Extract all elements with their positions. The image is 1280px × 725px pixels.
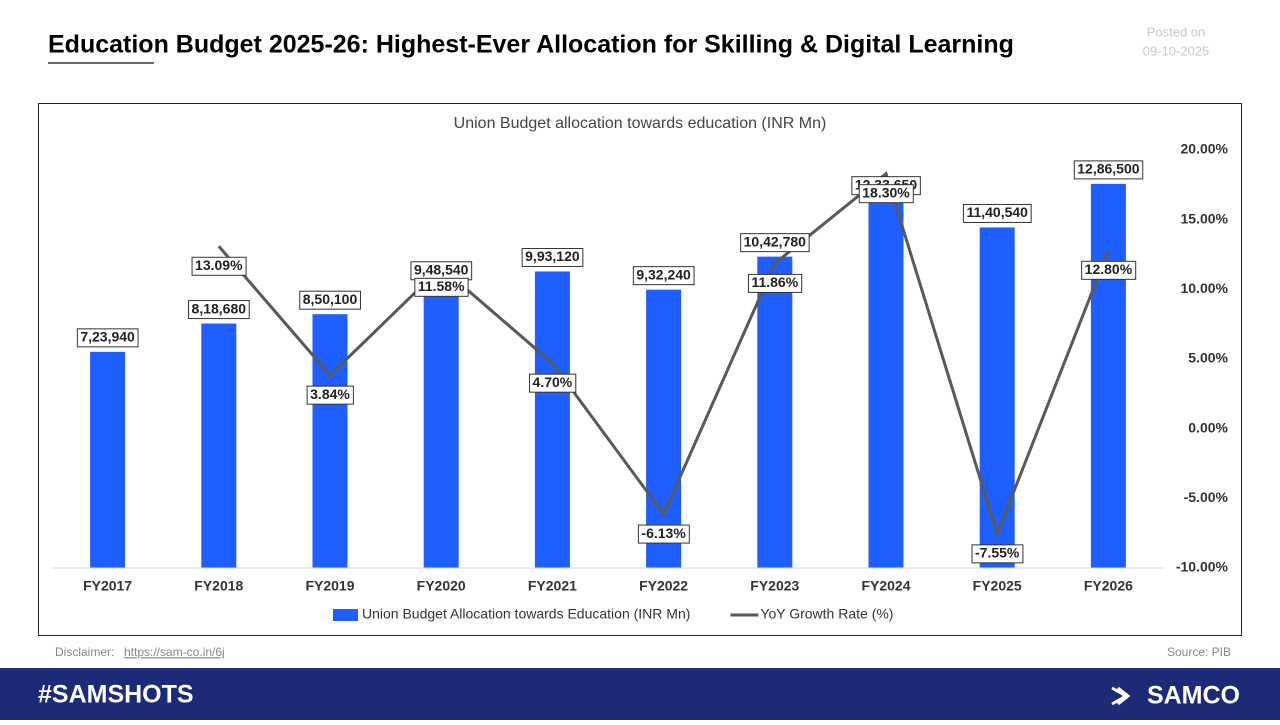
y2-tick-label: 20.00%: [1181, 141, 1229, 157]
line-value-label-box: [971, 544, 1024, 564]
bar: [201, 323, 237, 568]
bar-value-label-group: 9,32,240: [632, 266, 695, 286]
y2-tick-label: 5.00%: [1188, 350, 1228, 366]
x-tick-label: FY2024: [861, 578, 910, 594]
x-tick-label: FY2021: [528, 578, 577, 594]
line-value-label-box: [529, 373, 577, 393]
line-value-label: 13.09%: [195, 257, 243, 273]
y2-tick-label: 15.00%: [1181, 210, 1229, 226]
page-title: Education Budget 2025-26: Highest-Ever A…: [48, 31, 1014, 59]
source: Source: PIB: [1167, 645, 1231, 659]
line-value-label: 18.30%: [862, 184, 910, 200]
bar-value-label-group: 10,42,780: [740, 233, 810, 253]
line-value-label: -6.13%: [641, 525, 686, 541]
line-value-label: 4.70%: [533, 374, 573, 390]
bar-value-label: 10,42,780: [744, 233, 806, 249]
x-tick-label: FY2017: [83, 578, 132, 594]
chart-title: Union Budget allocation towards educatio…: [454, 115, 827, 132]
bar-value-label: 11,40,540: [966, 204, 1028, 220]
bar-value-label-group: 8,50,100: [299, 290, 361, 310]
legend-swatch: [333, 609, 358, 621]
hashtag: #SAMSHOTS: [38, 681, 194, 709]
line-value-label-group: 11.58%: [414, 277, 469, 297]
bar: [979, 227, 1015, 568]
bar-value-label-box: [299, 290, 361, 310]
line-value-label-group: 18.30%: [858, 184, 914, 204]
chart-frame: [38, 103, 1242, 636]
plot: 20.00% 15.00% 10.00% 5.00% 0.00% -5.00% -10.00…: [52, 141, 1229, 622]
y2-tick-label: -5.00%: [1184, 489, 1229, 505]
y2-tick-label: 10.00%: [1181, 280, 1229, 296]
line-value-label-box: [637, 524, 690, 544]
line-value-label: 11.86%: [751, 274, 798, 290]
bar: [423, 284, 459, 568]
brand-logo: [1111, 686, 1131, 706]
legend-label: Union Budget Allocation towards Educatio…: [362, 606, 690, 622]
line-value-label-box: [1081, 260, 1137, 280]
line-value-label-group: 3.84%: [306, 385, 354, 405]
x-tick-label: FY2019: [305, 578, 354, 594]
x-tick-label: FY2025: [973, 578, 1022, 594]
line-value-label-group: -6.13%: [637, 524, 690, 544]
bar-value-label-box: [740, 233, 810, 253]
line-value-label-group: 13.09%: [191, 256, 247, 276]
bar-value-label-box: [962, 203, 1032, 223]
bar: [757, 256, 793, 568]
line-value-label: 12.80%: [1085, 261, 1133, 277]
x-tick-label: FY2020: [417, 578, 466, 594]
bar: [534, 271, 570, 568]
y2-tick-label: -10.00%: [1176, 559, 1229, 575]
bar-value-label-group: 7,23,940: [76, 328, 139, 348]
line-value-label-box: [191, 256, 247, 276]
legend-label: YoY Growth Rate (%): [760, 606, 893, 622]
x-tick-label: FY2023: [750, 578, 799, 594]
bar-value-label-group: 9,93,120: [521, 247, 584, 267]
bar: [868, 199, 904, 568]
line-value-label-box: [414, 277, 469, 297]
line-value-label-group: 4.70%: [529, 373, 577, 393]
line-value-label-group: -7.55%: [971, 544, 1024, 564]
brand: SAMCO: [1147, 682, 1240, 710]
bar: [1090, 183, 1126, 568]
bar-value-label: 8,50,100: [303, 291, 358, 307]
disclaimer-label: Disclaimer:: [55, 645, 114, 659]
line-value-label: 11.58%: [418, 278, 465, 294]
bar-value-label-box: [632, 266, 695, 286]
bar-value-label-box: [521, 247, 584, 267]
bar-value-label-box: [188, 300, 250, 320]
bar-value-label: 9,93,120: [525, 248, 580, 264]
disclaimer-link[interactable]: https://sam-co.in/6j: [124, 645, 225, 659]
line-value-label-box: [306, 385, 354, 405]
x-tick-label: FY2022: [639, 578, 688, 594]
bar: [312, 314, 348, 568]
line-value-label-box: [858, 184, 914, 204]
bar-value-label: 9,32,240: [636, 266, 691, 282]
x-tick-label: FY2026: [1084, 578, 1133, 594]
bar: [646, 289, 682, 568]
posted-label: Posted on: [1147, 24, 1206, 39]
bar: [90, 351, 126, 568]
bar-value-label: 8,18,680: [192, 300, 247, 316]
bar-value-label: 7,23,940: [80, 329, 135, 345]
bar-value-label-box: [76, 328, 139, 348]
y2-tick-label: 0.00%: [1188, 419, 1228, 435]
line: [217, 171, 1110, 539]
bar-value-label-box: [1073, 160, 1144, 180]
line-value-label-group: 11.86%: [747, 273, 803, 293]
x-tick-label: FY2018: [194, 578, 243, 594]
line-value-label-box: [747, 273, 803, 293]
bar-value-label-group: 12,86,500: [1073, 160, 1144, 180]
line-value-label: -7.55%: [975, 545, 1020, 561]
footer-band: [0, 668, 1280, 720]
bar-value-label-group: 9,48,540: [410, 261, 473, 281]
bar-value-label: 12,86,500: [1077, 161, 1139, 177]
bar-value-label: 9,48,540: [414, 261, 469, 277]
bar-value-label-group: 11,40,540: [962, 203, 1032, 223]
line-value-label: 3.84%: [310, 386, 350, 402]
bar-value-label-group: 8,18,680: [188, 300, 250, 320]
line-value-label-group: 12.80%: [1081, 260, 1137, 280]
posted-date: 09-10-2025: [1143, 43, 1210, 58]
